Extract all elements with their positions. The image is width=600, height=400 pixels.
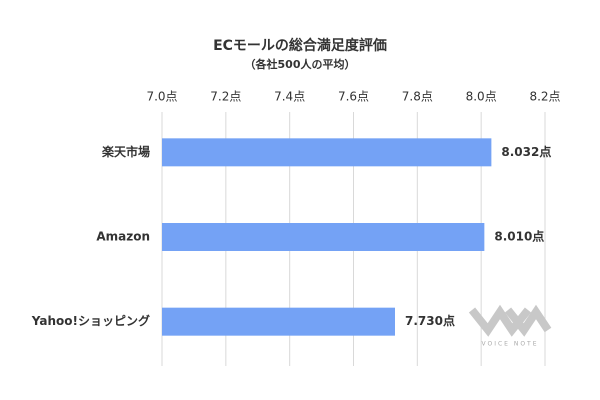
x-tick-label: 7.8点: [402, 90, 433, 104]
x-tick-label: 7.2点: [210, 90, 241, 104]
y-tick-label: Yahoo!ショッピング: [31, 313, 150, 328]
x-tick-label: 7.0点: [146, 90, 177, 104]
y-tick-label: 楽天市場: [102, 144, 150, 159]
chart-title: ECモールの総合満足度評価: [213, 37, 387, 54]
bar: [162, 307, 395, 336]
logo-shape: [504, 304, 552, 337]
value-label: 8.010点: [494, 229, 544, 244]
x-tick-label: 8.2点: [529, 90, 560, 104]
x-tick-label: 8.0点: [466, 90, 497, 104]
bar: [162, 223, 485, 251]
chart-subtitle: （各社500人の平均）: [245, 57, 356, 71]
y-tick-label: Amazon: [96, 230, 150, 244]
watermark-logo: [468, 304, 552, 337]
x-tick-label: 7.4点: [274, 90, 305, 104]
bar: [162, 138, 492, 167]
watermark: VOICE NOTE: [481, 341, 538, 348]
x-tick-label: 7.6点: [338, 90, 369, 104]
value-label: 7.730点: [405, 313, 455, 328]
value-label: 8.032点: [501, 144, 551, 159]
